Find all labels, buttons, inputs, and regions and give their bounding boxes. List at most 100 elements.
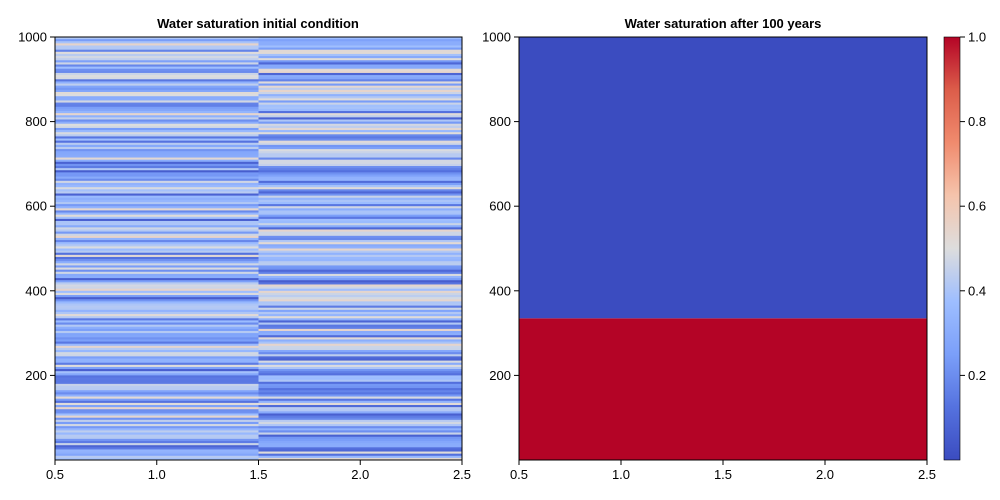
left-layer-cell — [55, 324, 259, 328]
left-layer-cell — [55, 316, 259, 319]
left-layer-cell — [258, 379, 462, 383]
left-layer-cell — [258, 210, 462, 213]
left-layer-cell — [55, 385, 259, 389]
left-layer-cell — [55, 121, 259, 125]
left-layer-cell — [55, 157, 259, 161]
left-layer-cell — [55, 356, 259, 359]
left-layer-cell — [258, 134, 462, 137]
left-layer-cell — [55, 178, 259, 182]
left-layer-cell — [258, 60, 462, 63]
left-layer-cell — [258, 271, 462, 275]
left-layer-cell — [258, 350, 462, 353]
left-layer-cell — [55, 428, 259, 431]
left-layer-cell — [55, 142, 259, 146]
left-layer-cell — [258, 436, 462, 440]
left-layer-cell — [258, 225, 462, 228]
colorbar: 0.2 0.4 0.6 0.8 1.0 — [943, 30, 986, 461]
saturated-region — [519, 318, 927, 460]
left-layer-cell — [258, 352, 462, 355]
right-panel-title: Water saturation after 100 years — [625, 16, 822, 31]
left-layer-cell — [55, 45, 259, 48]
left-layer-cell — [258, 187, 462, 190]
left-layer-cell — [55, 201, 259, 205]
left-layer-cell — [258, 284, 462, 287]
left-layer-cell — [55, 153, 259, 156]
left-layer-cell — [258, 356, 462, 359]
left-layer-cell — [55, 292, 259, 296]
left-layer-cell — [258, 132, 462, 135]
left-layer-cell — [258, 216, 462, 220]
left-layer-cell — [55, 168, 259, 171]
left-layer-cell — [258, 443, 462, 446]
left-panel-title: Water saturation initial condition — [157, 16, 359, 31]
left-layer-cell — [55, 151, 259, 154]
left-layer-cell — [55, 322, 259, 326]
left-layer-cell — [55, 79, 259, 82]
left-layer-cell — [258, 108, 462, 112]
left-axis-ticks: 0.5 1.0 1.5 2.0 2.5 200 400 600 800 1000 — [18, 30, 471, 483]
left-layer-cell — [258, 250, 462, 254]
right-y-tick-label: 800 — [489, 114, 511, 129]
left-layer-cell — [258, 221, 462, 224]
left-layer-cell — [55, 56, 259, 59]
left-layer-cell — [258, 214, 462, 218]
left-layer-cell — [258, 318, 462, 321]
left-layer-cell — [55, 244, 259, 247]
left-layer-cell — [258, 72, 462, 76]
left-layer-cell — [258, 79, 462, 82]
left-layer-cell — [258, 235, 462, 239]
left-layer-cell — [55, 155, 259, 158]
left-layer-cell — [258, 383, 462, 387]
left-layer-cell — [55, 149, 259, 152]
left-layer-cell — [55, 362, 259, 366]
left-layer-cell — [55, 227, 259, 230]
left-layer-cell — [55, 212, 259, 216]
left-layer-cell — [55, 119, 259, 122]
left-layer-cell — [258, 305, 462, 309]
left-layer-cell — [258, 288, 462, 292]
left-layer-cell — [55, 195, 259, 199]
left-layer-cell — [258, 362, 462, 366]
left-layer-cell — [55, 453, 259, 457]
left-layer-cell — [55, 146, 259, 150]
left-layer-cell — [258, 89, 462, 93]
left-layer-cell — [55, 170, 259, 173]
left-y-tick-label: 400 — [25, 283, 47, 298]
left-layer-cell — [55, 237, 259, 241]
left-layer-cell — [55, 438, 259, 442]
left-layer-cell — [55, 41, 259, 44]
left-layer-cell — [258, 117, 462, 120]
left-layer-cell — [55, 451, 259, 455]
left-layer-cell — [258, 417, 462, 421]
left-layer-cell — [258, 292, 462, 296]
left-layer-cell — [55, 337, 259, 340]
left-layer-cell — [55, 180, 259, 184]
left-layer-cell — [258, 39, 462, 42]
left-layer-cell — [258, 155, 462, 158]
left-x-tick-label: 1.0 — [148, 467, 166, 482]
left-layer-cell — [258, 419, 462, 423]
left-layer-cell — [55, 447, 259, 450]
left-layer-cell — [55, 352, 259, 355]
left-layer-cell — [55, 223, 259, 226]
left-layer-cell — [55, 275, 259, 279]
left-layer-cell — [55, 286, 259, 290]
left-layer-cell — [258, 70, 462, 74]
left-layer-cell — [55, 96, 259, 99]
left-layer-cell — [258, 457, 462, 461]
left-layer-cell — [55, 398, 259, 402]
left-layer-cell — [258, 330, 462, 334]
left-layer-cell — [55, 415, 259, 419]
left-layer-cell — [55, 229, 259, 232]
left-layer-cell — [55, 199, 259, 203]
left-layer-cell — [55, 102, 259, 106]
left-layer-cell — [55, 161, 259, 165]
left-layer-cell — [258, 53, 462, 57]
left-y-tick-label: 800 — [25, 114, 47, 129]
left-layer-cell — [55, 189, 259, 192]
left-layer-cell — [55, 290, 259, 294]
left-layer-cell — [258, 432, 462, 436]
left-layer-cell — [258, 115, 462, 118]
left-layer-cell — [55, 345, 259, 349]
left-layer-cell — [258, 212, 462, 216]
